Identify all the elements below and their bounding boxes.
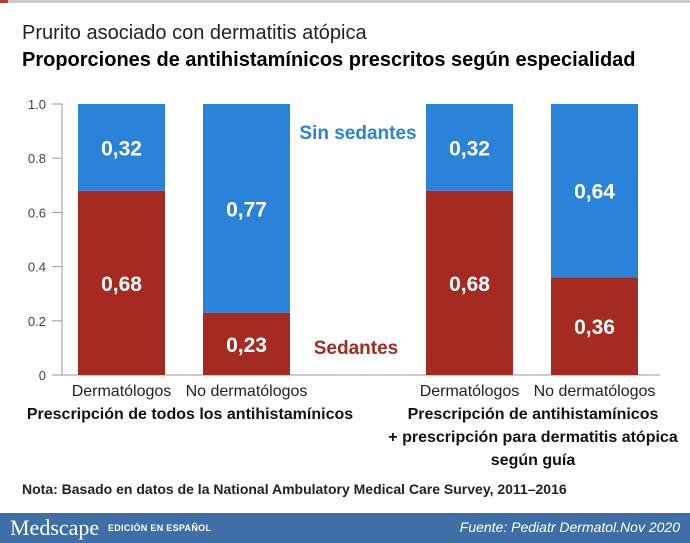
bar-sin-sedantes [426, 104, 513, 191]
top-rule [0, 0, 690, 3]
y-tick-label: 0.4 [28, 260, 46, 275]
data-label-sin-sedantes: 0,77 [226, 198, 267, 221]
edition-label: EDICIÓN EN ESPAÑOL [108, 523, 212, 533]
bar-sedantes [426, 190, 513, 375]
data-label-sedantes: 0,68 [101, 273, 142, 296]
bar-sin-sedantes [203, 104, 290, 313]
y-tick-label: 0.6 [28, 205, 46, 220]
y-tick-label: 0.2 [28, 314, 46, 329]
bar-sin-sedantes [78, 104, 165, 191]
y-tick-label: 0.8 [28, 151, 46, 166]
chart-subtitle: Proporciones de antihistamínicos prescri… [22, 49, 636, 71]
x-category-label: Dermatólogos [420, 383, 520, 400]
x-category-label: No dermatólogos [186, 383, 308, 400]
data-label-sin-sedantes: 0,32 [449, 137, 490, 160]
group-label: Prescripción de todos los antihistamínic… [27, 406, 353, 423]
data-label-sedantes: 0,68 [449, 273, 490, 296]
bar-sin-sedantes [551, 104, 638, 278]
top-accent [0, 0, 8, 3]
stacked-bar-chart: 0 0.2 0.4 0.6 0.8 1.0 0,68 0,32 Dermatólogos 0,23… [27, 97, 678, 469]
bar-sedantes [203, 312, 290, 375]
brand-logo: Medscape [10, 515, 100, 540]
group-label: según guía [491, 452, 576, 469]
x-category-label: No dermatólogos [534, 383, 656, 400]
x-category-label: Dermatólogos [72, 383, 172, 400]
legend-sedantes: Sedantes [314, 338, 398, 359]
bar-sedantes [551, 277, 638, 375]
group-label: + prescripción para dermatitis atópica [388, 429, 678, 446]
data-label-sedantes: 0,23 [226, 334, 267, 357]
source-credit: Fuente: Pediatr Dermatol.Nov 2020 [459, 519, 680, 535]
data-label-sin-sedantes: 0,64 [574, 181, 615, 204]
chart-title: Prurito asociado con dermatitis atópica [22, 22, 367, 44]
footnote: Nota: Basado en datos de la National Amb… [22, 481, 567, 497]
y-tick-label: 0 [39, 368, 46, 383]
y-tick-label: 1.0 [28, 97, 46, 112]
bar-sedantes [78, 190, 165, 375]
group-label: Prescripción de antihistamínicos [408, 406, 659, 423]
footer-bar: Medscape EDICIÓN EN ESPAÑOL Fuente: Pedi… [0, 513, 690, 543]
data-label-sedantes: 0,36 [574, 316, 615, 339]
data-label-sin-sedantes: 0,32 [101, 137, 142, 160]
legend-sin-sedantes: Sin sedantes [299, 123, 416, 144]
